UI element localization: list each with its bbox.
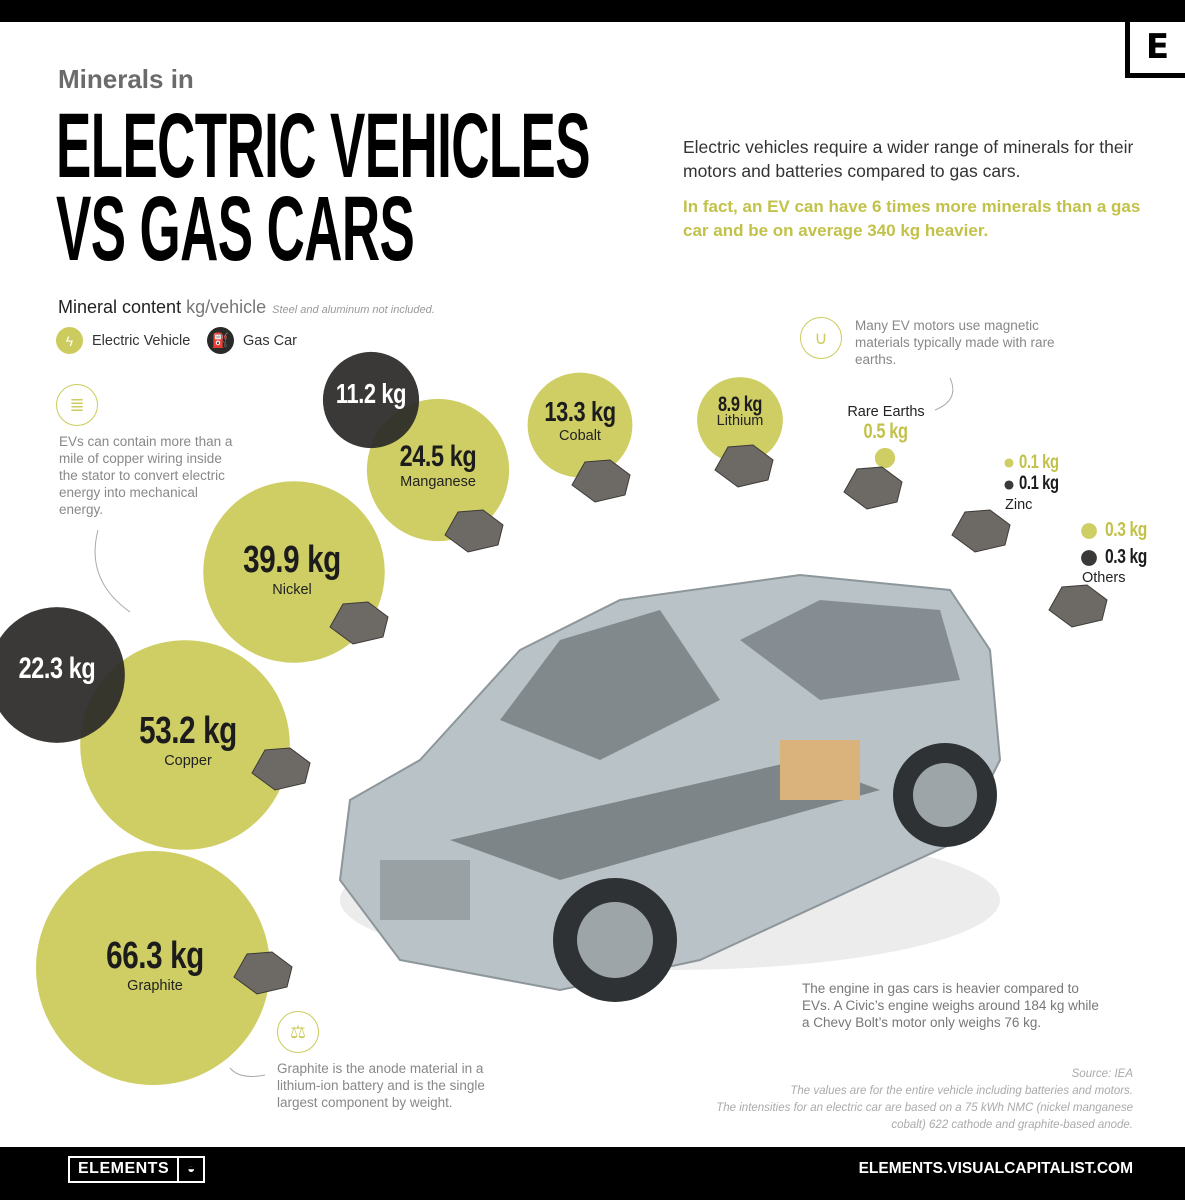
graphite-note-arrow [229,1067,266,1077]
graphite-note: Graphite is the anode material in a lith… [277,1061,485,1110]
manganese-rock-image [444,509,504,553]
intro-text: Electric vehicles require a wider range … [683,137,1134,181]
others-gas-bubble [1081,550,1097,566]
footer-brand: ELEMENTS [78,1160,170,1177]
battery-pack [450,760,880,880]
others-ev-label: 0.3 kg [1105,519,1147,541]
title-line-2: VS GAS CARS [56,178,415,280]
legend-gas: ⛽ Gas Car [207,327,297,354]
footer [0,1147,1185,1200]
copper-note: EVs can contain more than a mile of copp… [59,434,233,517]
copper-note-arrow [94,529,131,613]
electric-motor [780,740,860,800]
manganese-gas-bubble [322,351,420,449]
legend-ev: ϟ Electric Vehicle [56,327,190,354]
copper-gas-label: 22.3 kg [18,652,96,685]
intro-highlight: In fact, an EV can have 6 times more min… [683,197,1141,240]
radiator-grille [380,860,470,920]
copper-rock-image [251,747,311,791]
graphite-rock-image [233,951,293,995]
copper-gas-bubble [0,607,125,743]
cobalt-ev-bubble [527,372,633,478]
rare-earths-note: Many EV motors use magnetic materials ty… [855,318,1055,367]
car-windshield [500,610,720,760]
others-gas-label: 0.3 kg [1105,546,1147,568]
title-line-1: ELECTRIC VEHICLES [56,95,591,197]
manganese-gas-label: 11.2 kg [335,378,407,409]
graphite-ev-bubble [35,850,271,1086]
zinc-rock-image [951,509,1011,553]
car-side-window [740,600,960,700]
zinc-ev-label: 0.1 kg [1019,452,1059,473]
fuel-pump-icon: ⛽ [207,327,234,354]
legend-title: Mineral content kg/vehicle Steel and alum… [58,297,435,318]
source-note-2: The intensities for an electric car are … [716,1102,1133,1131]
lithium-label: 8.9 kg Lithium [716,393,764,429]
source-line: Source: IEA [1071,1068,1133,1080]
wire-spool-icon: ≣ [56,384,98,426]
legend-note: Steel and aluminum not included. [272,304,435,316]
legend-unit: kg/vehicle [186,297,267,317]
source-notes: Source: IEA The values are for the entire… [693,1066,1133,1134]
lithium-rock-image [714,444,774,488]
footer-logo: ELEMENTS ◒ [68,1156,206,1183]
vc-mask-icon: ◒ [177,1158,203,1181]
footer-url[interactable]: ELEMENTS.VISUALCAPITALIST.COM [858,1160,1133,1177]
weight-icon: ⚖ [277,1011,319,1053]
elements-logo: E [1125,22,1185,78]
others-rock-image [1048,584,1108,628]
legend-title-text: Mineral content [58,297,182,317]
nickel-label: 39.9 kg Nickel [243,539,341,598]
source-note-1: The values are for the entire vehicle in… [790,1085,1133,1097]
kicker: Minerals in [58,64,194,94]
zinc-gas-bubble [1004,480,1014,490]
rare-earths-label: Rare Earths 0.5 kg [847,404,925,443]
lithium-ev-bubble [697,377,783,463]
engine-note: The engine in gas cars is heavier compar… [802,981,1099,1030]
others-name: Others [1082,570,1126,586]
magnet-icon: ∪ [800,317,842,359]
rare-earths-ev-bubble [874,447,896,469]
top-bar [0,0,1185,22]
cobalt-label: 13.3 kg Cobalt [544,396,616,444]
legend-ev-label: Electric Vehicle [92,332,191,349]
lightning-icon: ϟ [56,327,83,354]
copper-label: 53.2 kg Copper [139,710,237,769]
manganese-label: 24.5 kg Manganese [399,440,477,490]
graphite-label: 66.3 kg Graphite [106,935,204,994]
zinc-gas-label: 0.1 kg [1019,473,1059,494]
rare-earths-rock-image [843,466,903,510]
zinc-name: Zinc [1005,497,1033,513]
zinc-ev-bubble [1004,458,1014,468]
copper-ev-bubble [80,640,290,850]
others-ev-bubble [1081,523,1097,539]
legend-gas-label: Gas Car [243,332,297,349]
cobalt-rock-image [571,459,631,503]
rare-earths-note-arrow [934,377,954,411]
car-illustration [338,573,1002,1002]
nickel-rock-image [329,601,389,645]
